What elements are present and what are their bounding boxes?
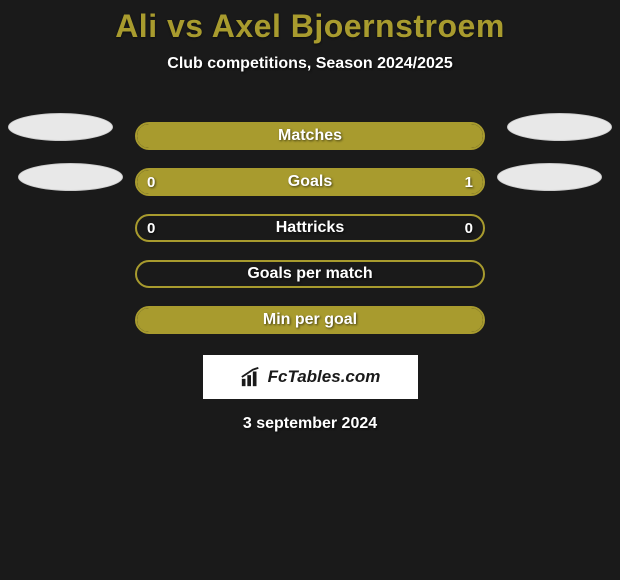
stat-value-right: 1	[465, 174, 473, 191]
stat-bar: 0 Hattricks 0	[135, 214, 485, 242]
stat-label: Goals	[288, 173, 332, 191]
stat-label: Hattricks	[276, 219, 344, 237]
stat-value-right: 0	[465, 220, 473, 237]
stat-row-hattricks: 0 Hattricks 0	[0, 205, 620, 251]
stat-row-goals: 0 Goals 1	[0, 159, 620, 205]
barchart-icon	[240, 366, 262, 388]
stat-bar: Matches	[135, 122, 485, 150]
player-right-ellipse	[497, 163, 602, 191]
stat-label: Goals per match	[247, 265, 372, 283]
stat-value-left: 0	[147, 174, 155, 191]
bar-fill-right	[199, 170, 483, 194]
source-logo: FcTables.com	[203, 355, 418, 399]
stat-row-gpm: Goals per match	[0, 251, 620, 297]
stat-row-mpg: Min per goal	[0, 297, 620, 343]
comparison-chart: Matches 0 Goals 1 0 Hattricks 0 Goals pe…	[0, 113, 620, 343]
stat-bar: Goals per match	[135, 260, 485, 288]
player-left-ellipse	[18, 163, 123, 191]
player-left-ellipse	[8, 113, 113, 141]
logo-text: FcTables.com	[268, 367, 381, 387]
stat-bar: 0 Goals 1	[135, 168, 485, 196]
player-right-ellipse	[507, 113, 612, 141]
stat-bar: Min per goal	[135, 306, 485, 334]
stat-row-matches: Matches	[0, 113, 620, 159]
page-title: Ali vs Axel Bjoernstroem	[0, 0, 620, 45]
stat-value-left: 0	[147, 220, 155, 237]
stat-label: Min per goal	[263, 311, 357, 329]
subtitle: Club competitions, Season 2024/2025	[0, 55, 620, 73]
snapshot-date: 3 september 2024	[0, 415, 620, 433]
stat-label: Matches	[278, 127, 342, 145]
